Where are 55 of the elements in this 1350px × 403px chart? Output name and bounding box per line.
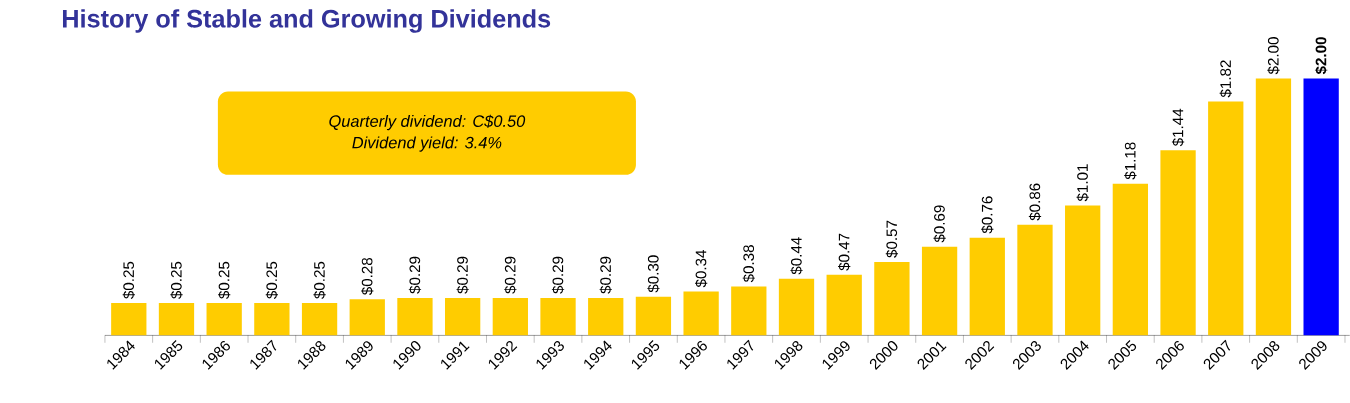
- bar: [111, 303, 147, 336]
- annotation: Quarterly dividend: C$0.50: [329, 114, 526, 131]
- data-label: $0.25: [265, 261, 278, 300]
- data-label: $2.00: [1267, 37, 1280, 75]
- bar: [1255, 78, 1292, 336]
- bar: [1303, 78, 1339, 336]
- bar: [826, 275, 862, 336]
- bar: [635, 296, 672, 336]
- data-label: $0.57: [885, 221, 899, 259]
- bar: [1112, 183, 1149, 336]
- data-label: $1.18: [1124, 142, 1137, 180]
- data-label: $0.86: [1028, 183, 1042, 221]
- data-label: $0.29: [408, 256, 422, 294]
- data-label: $0.29: [551, 256, 565, 294]
- bar: [1208, 101, 1244, 336]
- data-label: $1.44: [1171, 109, 1185, 147]
- data-label: $0.30: [647, 255, 660, 293]
- bar: [301, 303, 338, 336]
- data-label: $0.34: [694, 250, 708, 288]
- bar: [1065, 205, 1101, 336]
- bar: [445, 298, 481, 336]
- bar: [254, 303, 290, 336]
- bar: [492, 298, 528, 336]
- data-label: $0.28: [361, 258, 374, 296]
- bar: [397, 298, 433, 336]
- bar: [349, 299, 385, 336]
- bar: [540, 298, 576, 336]
- data-label: $0.25: [122, 261, 135, 300]
- bar: [1017, 225, 1053, 336]
- bar: [683, 291, 719, 336]
- bar: [1160, 150, 1196, 336]
- chart-title: History of Stable and Growing Dividends: [62, 9, 551, 34]
- data-label: $0.29: [599, 256, 612, 294]
- bar: [731, 286, 767, 336]
- data-label: $0.76: [981, 196, 994, 234]
- bar: [921, 246, 958, 336]
- data-label: $0.25: [218, 261, 231, 300]
- data-label: $2.00: [1314, 37, 1328, 75]
- bar: [588, 298, 624, 336]
- data-label: $0.29: [456, 256, 469, 294]
- data-label: $1.82: [1219, 60, 1232, 98]
- data-label: $1.01: [1076, 164, 1089, 202]
- data-label: $0.47: [838, 233, 851, 271]
- data-label: $0.38: [742, 245, 755, 283]
- data-label: $0.44: [790, 237, 803, 275]
- data-label: $0.25: [313, 261, 326, 300]
- data-label: $0.29: [504, 256, 517, 294]
- bar: [158, 303, 195, 336]
- annotation: Dividend yield: 3.4%: [352, 136, 502, 152]
- bar: [778, 278, 815, 336]
- bar: [969, 237, 1005, 336]
- bar: [206, 303, 242, 336]
- data-label: $0.69: [933, 205, 946, 243]
- data-label: $0.25: [170, 261, 183, 300]
- bar: [874, 262, 910, 336]
